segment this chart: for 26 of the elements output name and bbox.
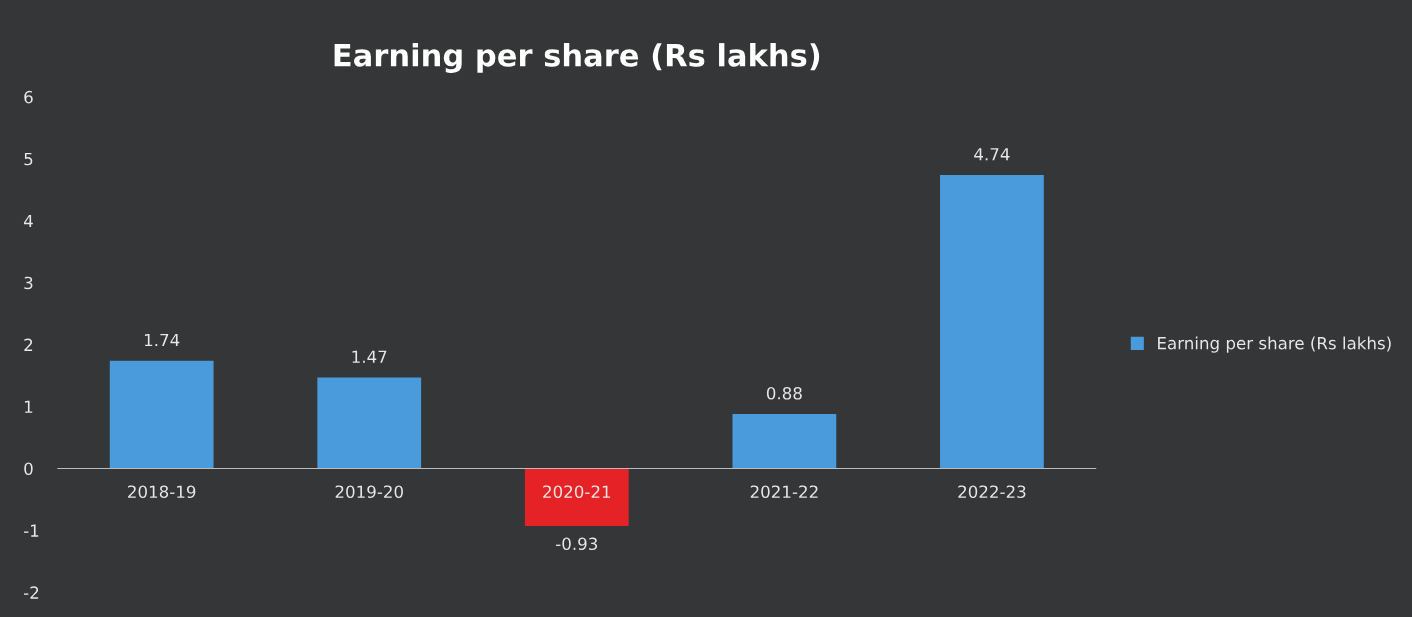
y-tick-label: 1 bbox=[25, 400, 33, 413]
y-tick-label: 2 bbox=[24, 338, 33, 351]
bar bbox=[524, 468, 629, 527]
y-tick-label: 4 bbox=[23, 214, 33, 228]
data-label: 0.88 bbox=[766, 386, 802, 400]
bar bbox=[109, 360, 214, 469]
bar bbox=[940, 174, 1044, 469]
legend-label: Earning per share (Rs lakhs) bbox=[1158, 336, 1391, 353]
y-tick-label: -1 bbox=[23, 524, 39, 537]
data-label: 4.74 bbox=[974, 148, 1010, 161]
y-tick-label: 6 bbox=[24, 90, 33, 104]
x-tick-label: 2021-22 bbox=[750, 485, 818, 499]
x-tick-label: 2018-19 bbox=[128, 485, 196, 499]
bar bbox=[317, 377, 422, 469]
y-tick-label: 3 bbox=[24, 276, 33, 290]
x-tick-label: 2019-20 bbox=[335, 485, 403, 499]
x-tick-label: 2022-23 bbox=[958, 485, 1026, 499]
bar bbox=[732, 413, 837, 469]
y-tick-label: 0 bbox=[24, 462, 33, 476]
y-tick-label: -2 bbox=[23, 586, 39, 599]
data-label: 1.74 bbox=[144, 333, 180, 347]
x-tick-label: 2020-21 bbox=[543, 485, 611, 499]
y-tick-label: 5 bbox=[24, 152, 33, 166]
chart-title: Earning per share (Rs lakhs) bbox=[334, 43, 820, 73]
data-label: 1.47 bbox=[352, 350, 387, 363]
data-label: -0.93 bbox=[556, 537, 598, 551]
